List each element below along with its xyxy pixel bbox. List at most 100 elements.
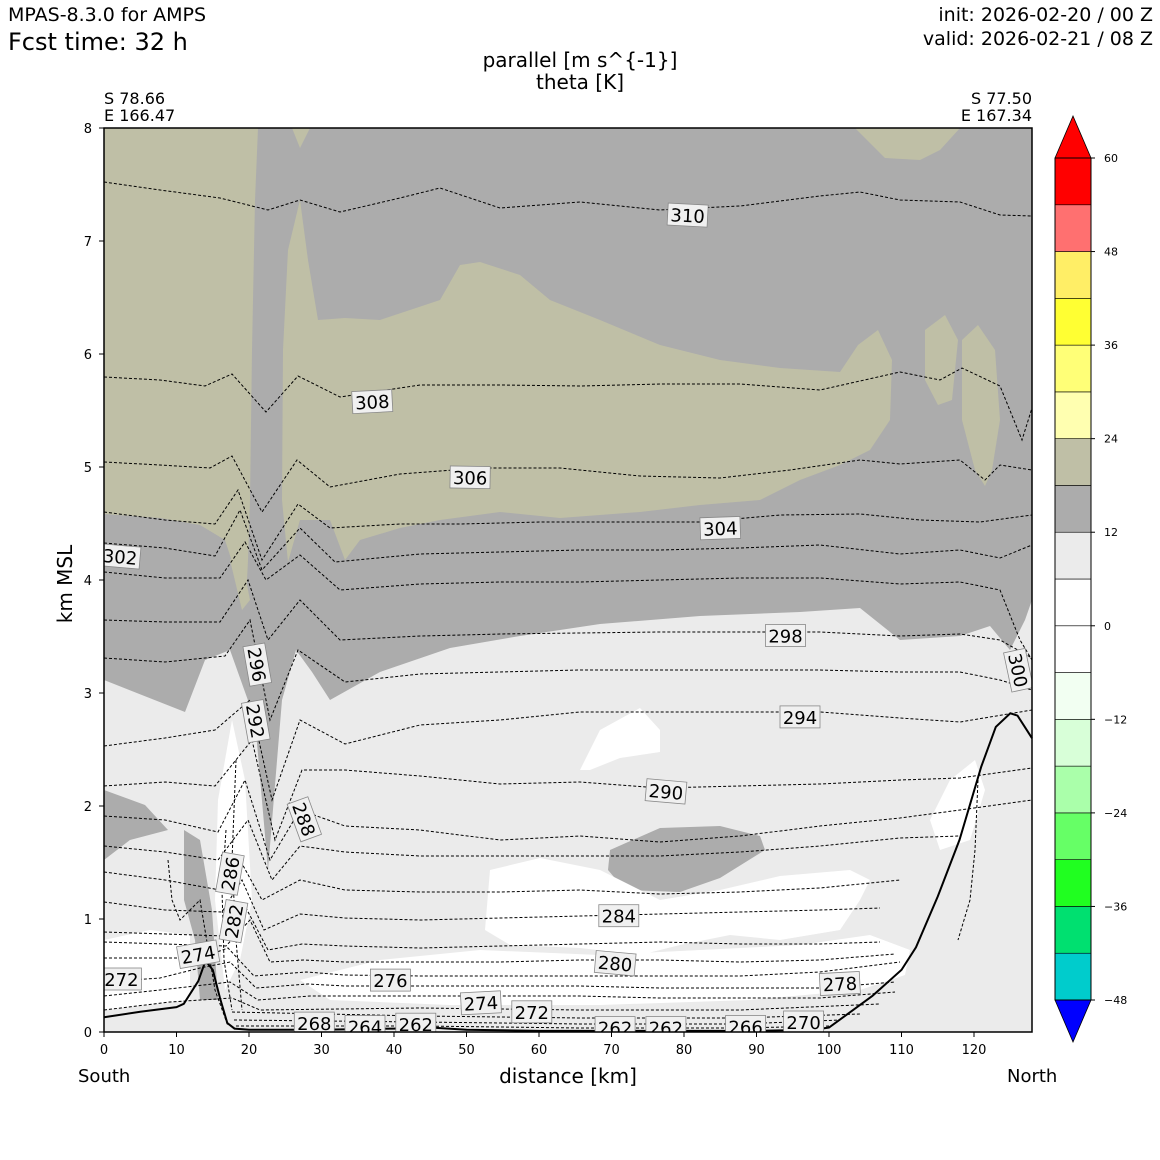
colorbar-segment — [1054, 672, 1092, 720]
theta-label-278: 278 — [818, 971, 861, 996]
x-axis-ticks: 0 10 20 30 40 50 60 70 80 90 100 110 120 — [100, 1032, 986, 1058]
theta-label-text: 262 — [598, 1019, 632, 1040]
north-label: North — [1007, 1066, 1058, 1087]
colorbar-segment — [1054, 859, 1092, 907]
y-tick-label: 7 — [84, 235, 92, 250]
theta-contour-270 — [231, 1011, 861, 1019]
theta-label-266: 266 — [725, 1015, 766, 1032]
colorbar-segment — [1054, 438, 1092, 486]
theta-contour-steep-3 — [231, 759, 243, 1011]
y-tick-label: 6 — [84, 348, 92, 363]
theta-label-box — [645, 1016, 687, 1032]
x-tick-label: 40 — [386, 1043, 403, 1058]
theta-label-box — [725, 1015, 766, 1032]
theta-label-box — [176, 939, 221, 969]
colorbar-frame — [1054, 157, 1092, 1001]
colorbar-segment — [1054, 812, 1092, 860]
theta-contour-302 — [104, 508, 1032, 571]
theta-label-box — [104, 543, 142, 570]
theta-label-box — [593, 950, 637, 977]
theta-label-274: 274 — [459, 990, 502, 1016]
theta-label-box — [598, 904, 640, 928]
theta-contour-layer — [104, 181, 1032, 1029]
colorbar-segment — [1054, 531, 1092, 580]
theta-contour-290 — [104, 778, 1032, 862]
theta-label-304: 304 — [699, 515, 742, 541]
x-axis-label: distance [km] — [499, 1064, 637, 1088]
theta-label-box — [511, 1000, 553, 1024]
theta-contour-280 — [104, 919, 896, 963]
plot-subtitle: theta [K] — [536, 70, 624, 94]
theta-label-text: 284 — [602, 907, 636, 928]
x-tick-label: 10 — [168, 1043, 185, 1058]
theta-label-text: 264 — [348, 1018, 382, 1039]
theta-label-box — [783, 1010, 824, 1032]
theta-label-308: 308 — [351, 389, 394, 415]
theta-label-box — [241, 699, 271, 744]
colorbar-tick-label: −36 — [1104, 900, 1127, 913]
theta-label-text: 272 — [515, 1003, 549, 1024]
x-tick-label: 110 — [889, 1043, 914, 1058]
colorbar-tick-label: 36 — [1104, 339, 1118, 352]
y-tick-label: 1 — [84, 913, 92, 928]
theta-contour-steep-4 — [957, 779, 979, 941]
theta-contour-292 — [104, 738, 1032, 842]
theta-label-296: 296 — [242, 642, 273, 687]
wind-fill-layer — [104, 128, 1032, 1032]
colorbar-segment — [1054, 765, 1092, 814]
fill-18-24 — [230, 550, 250, 610]
fill-18-24 — [292, 128, 310, 148]
fill-12-18 — [104, 790, 168, 860]
left-endpoint-lon: E 166.47 — [104, 106, 176, 125]
theta-label-box — [369, 968, 411, 992]
fill-0-6 — [930, 760, 985, 850]
colorbar-segment — [1054, 719, 1092, 767]
theta-contour-268 — [233, 1019, 841, 1025]
theta-label-text: 310 — [670, 205, 705, 228]
theta-label-text: 276 — [373, 971, 407, 992]
theta-label-text: 306 — [453, 468, 488, 490]
colorbar-segment — [1054, 157, 1092, 206]
theta-label-306: 306 — [449, 465, 491, 490]
theta-label-text: 294 — [783, 708, 817, 729]
theta-label-text: 290 — [648, 781, 684, 805]
theta-label-text: 262 — [649, 1019, 683, 1040]
colorbar-tick-label: −12 — [1104, 713, 1127, 726]
theta-contour-284 — [104, 878, 881, 931]
colorbar-segment — [1054, 391, 1092, 439]
theta-label-box — [449, 465, 491, 490]
colorbar-tick-label: −48 — [1104, 994, 1127, 1007]
theta-contour-274 — [104, 981, 896, 1001]
y-tick-label: 5 — [84, 461, 92, 476]
theta-label-box — [395, 1012, 437, 1032]
theta-label-272: 272 — [104, 967, 142, 991]
colorbar-segment — [1054, 204, 1092, 252]
x-tick-label: 100 — [817, 1043, 842, 1058]
theta-label-box — [344, 1015, 386, 1032]
theta-label-262: 262 — [594, 1016, 636, 1040]
theta-label-264: 264 — [344, 1015, 386, 1039]
theta-label-text: 272 — [104, 970, 138, 991]
y-tick-label: 3 — [84, 687, 92, 702]
theta-label-text: 262 — [399, 1015, 433, 1036]
colorbar-segment — [1054, 952, 1092, 1001]
theta-label-290: 290 — [644, 778, 688, 805]
theta-label-276: 276 — [369, 968, 411, 992]
right-endpoint-lon: E 167.34 — [960, 106, 1032, 125]
colorbar: 60 48 36 24 12 0 −12 −24 −36 −48 — [1054, 114, 1127, 1044]
y-tick-label: 0 — [84, 1026, 92, 1041]
fill-0-6 — [580, 708, 660, 770]
theta-label-text: 280 — [597, 953, 633, 977]
theta-contour-308 — [104, 367, 1032, 442]
right-endpoint-lat: S 77.50 — [970, 89, 1032, 108]
colorbar-segment — [1054, 251, 1092, 299]
theta-label-text: 270 — [786, 1013, 820, 1034]
theta-label-box — [351, 389, 394, 415]
colorbar-tick-label: 24 — [1104, 433, 1118, 446]
theta-label-box — [594, 1016, 636, 1032]
x-tick-label: 80 — [676, 1043, 693, 1058]
colorbar-min-extension — [1054, 999, 1092, 1044]
init-time: init: 2026-02-20 / 00 Z — [938, 4, 1153, 26]
theta-label-box — [215, 851, 245, 896]
theta-label-302: 302 — [104, 543, 142, 570]
